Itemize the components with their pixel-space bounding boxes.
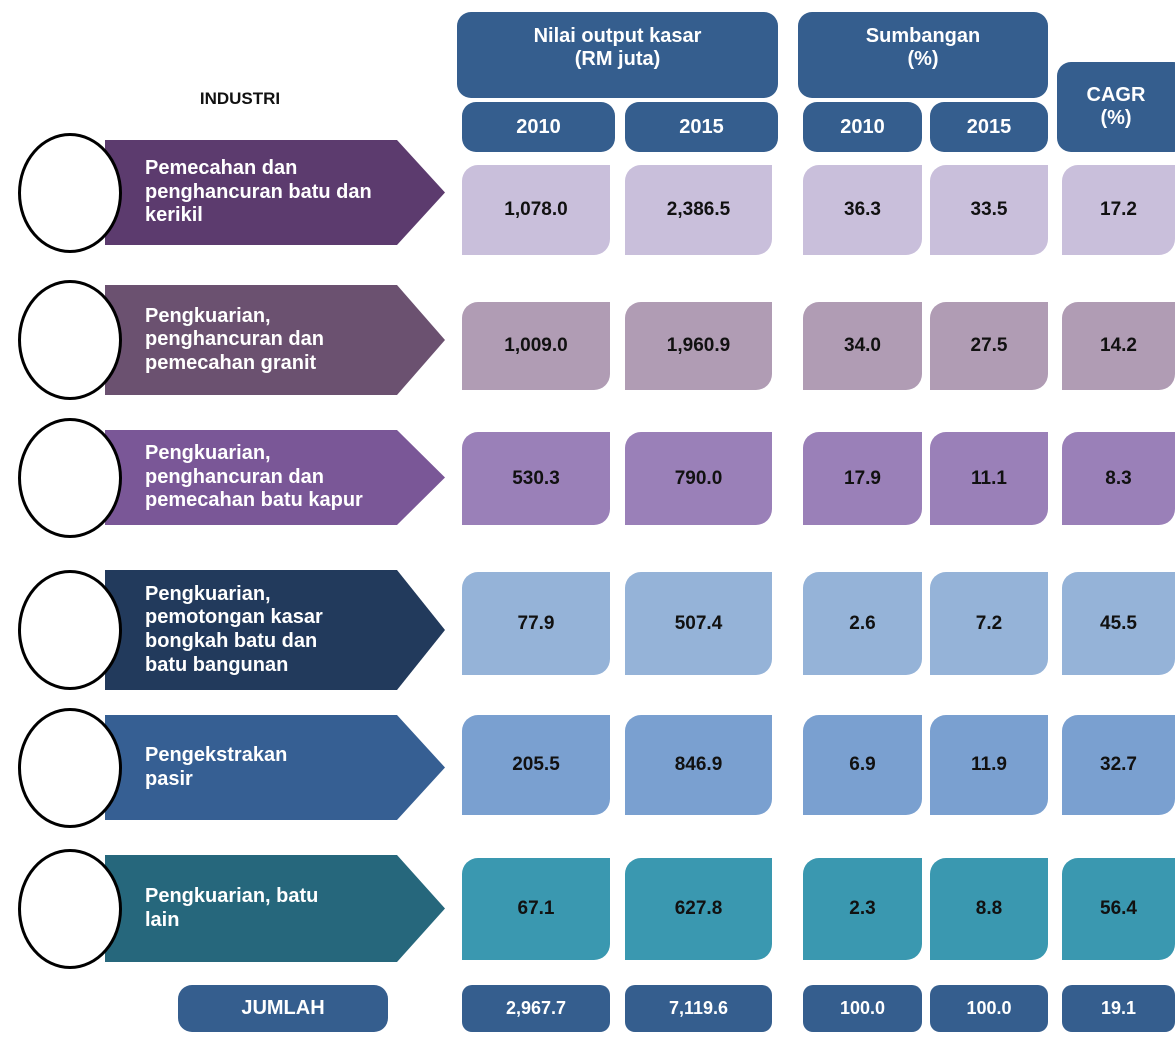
industry-icon xyxy=(18,280,122,400)
value-cell: 507.4 xyxy=(625,572,772,675)
value-cell: 7.2 xyxy=(930,572,1048,675)
group-header: Nilai output kasar (RM juta) xyxy=(457,12,778,98)
value-cell: 6.9 xyxy=(803,715,922,815)
year-header: 2010 xyxy=(803,102,922,152)
value-cell: 1,009.0 xyxy=(462,302,610,390)
industry-icon xyxy=(18,133,122,253)
total-cell: 2,967.7 xyxy=(462,985,610,1032)
value-cell: 11.9 xyxy=(930,715,1048,815)
infographic: INDUSTRI Nilai output kasar (RM juta) 20… xyxy=(0,0,1175,1038)
value-cell: 27.5 xyxy=(930,302,1048,390)
value-cell: 17.2 xyxy=(1062,165,1175,255)
value-cell: 17.9 xyxy=(803,432,922,525)
value-cell: 33.5 xyxy=(930,165,1048,255)
value-cell: 8.8 xyxy=(930,858,1048,960)
value-cell: 790.0 xyxy=(625,432,772,525)
value-cell: 14.2 xyxy=(1062,302,1175,390)
value-cell: 627.8 xyxy=(625,858,772,960)
value-cell: 36.3 xyxy=(803,165,922,255)
industry-banner: Pengkuarian, penghancuran dan pemecahan … xyxy=(105,430,445,525)
value-cell: 77.9 xyxy=(462,572,610,675)
industry-icon xyxy=(18,708,122,828)
industry-icon xyxy=(18,570,122,690)
industry-banner: Pemecahan dan penghancuran batu dan keri… xyxy=(105,140,445,245)
value-cell: 530.3 xyxy=(462,432,610,525)
value-cell: 1,078.0 xyxy=(462,165,610,255)
cagr-header: CAGR (%) xyxy=(1057,62,1175,152)
industry-header: INDUSTRI xyxy=(160,84,320,114)
value-cell: 45.5 xyxy=(1062,572,1175,675)
value-cell: 67.1 xyxy=(462,858,610,960)
group-header: Sumbangan (%) xyxy=(798,12,1048,98)
value-cell: 56.4 xyxy=(1062,858,1175,960)
year-header: 2015 xyxy=(625,102,778,152)
value-cell: 11.1 xyxy=(930,432,1048,525)
value-cell: 34.0 xyxy=(803,302,922,390)
value-cell: 2.6 xyxy=(803,572,922,675)
value-cell: 2.3 xyxy=(803,858,922,960)
total-cell: 100.0 xyxy=(803,985,922,1032)
industry-banner: Pengkuarian, batu lain xyxy=(105,855,445,962)
value-cell: 2,386.5 xyxy=(625,165,772,255)
industry-banner: Pengekstrakan pasir xyxy=(105,715,445,820)
industry-icon xyxy=(18,418,122,538)
value-cell: 1,960.9 xyxy=(625,302,772,390)
industry-icon xyxy=(18,849,122,969)
total-label: JUMLAH xyxy=(178,985,388,1032)
value-cell: 8.3 xyxy=(1062,432,1175,525)
value-cell: 205.5 xyxy=(462,715,610,815)
value-cell: 846.9 xyxy=(625,715,772,815)
industry-banner: Pengkuarian, pemotongan kasar bongkah ba… xyxy=(105,570,445,690)
total-cell: 100.0 xyxy=(930,985,1048,1032)
value-cell: 32.7 xyxy=(1062,715,1175,815)
year-header: 2010 xyxy=(462,102,615,152)
total-cell: 19.1 xyxy=(1062,985,1175,1032)
industry-banner: Pengkuarian, penghancuran dan pemecahan … xyxy=(105,285,445,395)
year-header: 2015 xyxy=(930,102,1048,152)
total-cell: 7,119.6 xyxy=(625,985,772,1032)
